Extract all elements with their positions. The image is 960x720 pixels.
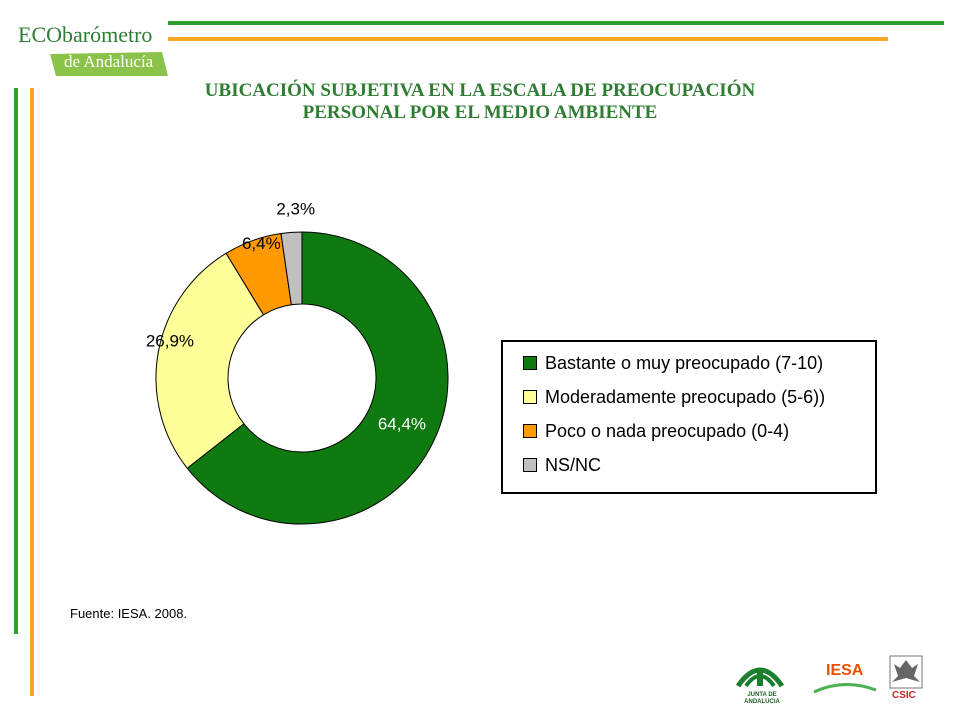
chart-title-line1: UBICACIÓN SUBJETIVA EN LA ESCALA DE PREO… <box>204 80 756 101</box>
csic-emblem-icon <box>889 655 923 689</box>
slice-nsnc <box>280 231 303 306</box>
iesa-logo: IESA <box>810 656 880 702</box>
slice-moderadamente <box>155 252 265 469</box>
slice-bastante-label: 64,4% <box>378 415 426 434</box>
junta-emblem-icon <box>735 667 785 688</box>
legend-swatch <box>523 424 537 438</box>
legend-item-nsnc: NS/NC <box>523 454 601 476</box>
left-green-line <box>14 88 18 634</box>
legend-label: Bastante o muy preocupado (7-10) <box>545 352 824 373</box>
legend-label: Poco o nada preocupado (0-4) <box>545 420 790 441</box>
csic-logo: CSIC <box>886 654 926 706</box>
legend-swatch <box>523 458 537 472</box>
junta-andalucia-logo: JUNTA DE ANDALUCIA <box>730 652 790 708</box>
logo-line2: de Andalucía <box>64 52 154 71</box>
legend-label: Moderadamente preocupado (5-6)) <box>545 386 826 407</box>
csic-logo-text: CSIC <box>892 690 916 701</box>
ecobarometro-logo: ECObarómetro de Andalucía <box>14 22 168 76</box>
iesa-swoosh-icon <box>813 682 877 694</box>
chart-title-line2: PERSONAL POR EL MEDIO AMBIENTE <box>302 102 658 123</box>
legend-swatch <box>523 390 537 404</box>
top-green-line <box>168 21 944 25</box>
chart-legend: Bastante o muy preocupado (7-10) Moderada… <box>501 340 877 494</box>
logo-flag-shape <box>50 52 168 76</box>
legend-item-moderadamente: Moderadamente preocupado (5-6)) <box>523 386 825 408</box>
slice-moderadamente-label: 26,9% <box>146 332 194 351</box>
source-note: Fuente: IESA. 2008. <box>70 606 188 621</box>
slice-poco-label: 6,4% <box>242 234 281 253</box>
footer-logos: JUNTA DE ANDALUCIA IESA CSIC <box>730 652 950 712</box>
logo-line1: ECObarómetro <box>18 22 153 47</box>
left-orange-line <box>30 88 34 696</box>
slice-nsnc-label: 2,3% <box>276 199 315 218</box>
top-orange-line <box>168 37 888 41</box>
legend-label: NS/NC <box>545 454 602 475</box>
slice-bastante <box>186 231 449 525</box>
legend-swatch <box>523 356 537 370</box>
legend-item-poco: Poco o nada preocupado (0-4) <box>523 420 789 442</box>
legend-item-bastante: Bastante o muy preocupado (7-10) <box>523 352 823 374</box>
iesa-logo-text: IESA <box>826 662 864 679</box>
junta-logo-text: JUNTA DE ANDALUCIA <box>744 692 780 705</box>
chart-title: UBICACIÓN SUBJETIVA EN LA ESCALA DE PREO… <box>100 80 860 124</box>
